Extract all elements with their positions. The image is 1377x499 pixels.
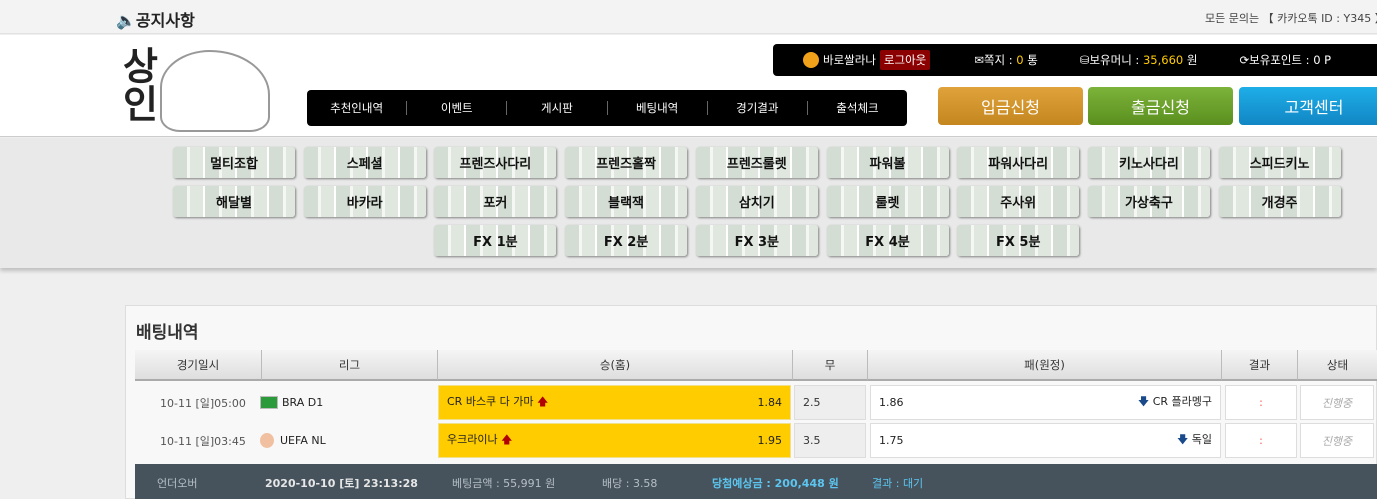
- header-time: 경기일시: [135, 350, 262, 381]
- logo-merchant-illustration: [160, 50, 270, 132]
- match-time: 10-11 [일]05:00: [160, 396, 246, 410]
- nav-referral[interactable]: 추천인내역: [330, 101, 384, 115]
- bet-type: 언더오버: [157, 477, 198, 490]
- points-info: ⟳보유포인트 : 0 P: [1239, 53, 1332, 67]
- game-tile[interactable]: 프렌즈룰렛: [695, 147, 818, 178]
- notice-link[interactable]: 🔈공지사항: [116, 11, 195, 30]
- game-tile[interactable]: FX 1분: [434, 225, 557, 256]
- user-info: 바로쌀라나: [803, 52, 876, 68]
- game-tile[interactable]: 룰렛: [826, 186, 949, 217]
- game-tile[interactable]: 멀티조합: [173, 147, 295, 178]
- nav-bet-history[interactable]: 베팅내역: [635, 101, 679, 115]
- game-tile[interactable]: 바카라: [303, 186, 426, 217]
- arrow-down-icon: 🡇: [1176, 433, 1189, 446]
- header-league: 리그: [262, 350, 438, 381]
- game-tile[interactable]: 스피드키노: [1218, 147, 1341, 178]
- nav-board[interactable]: 게시판: [541, 101, 573, 115]
- coins-icon: ⛁: [1079, 53, 1090, 67]
- logout-button[interactable]: 로그아웃: [879, 50, 931, 70]
- support-button[interactable]: 고객센터: [1239, 87, 1377, 125]
- header-home: 승(홈): [438, 350, 793, 381]
- game-tile[interactable]: 삼치기: [695, 186, 818, 217]
- uefa-trophy-icon: [260, 433, 274, 448]
- deposit-button[interactable]: 입금신청: [938, 87, 1083, 125]
- messages-link[interactable]: ✉쪽지 : 0 통: [974, 53, 1038, 67]
- contact-info: 모든 문의는 【 카카오톡 ID : Y345 】: [1205, 12, 1377, 25]
- brazil-flag-icon: [260, 396, 278, 409]
- game-tile[interactable]: 포커: [434, 186, 557, 217]
- nav-attendance[interactable]: 출석체크: [836, 101, 879, 115]
- draw-odds-button[interactable]: 2.5: [794, 385, 866, 420]
- bet-amount: 베팅금액 : 55,991 원: [452, 477, 556, 490]
- header-result: 결과: [1222, 350, 1298, 381]
- expected-win: 당첨예상금 : 200,448 원: [712, 477, 839, 490]
- bet-result: 결과 : 대기: [872, 477, 924, 490]
- bet-date: 2020-10-10 [토] 23:13:28: [265, 477, 418, 490]
- draw-odds-button[interactable]: 3.5: [794, 423, 866, 458]
- top-bar: 🔈공지사항 모든 문의는 【 카카오톡 ID : Y345 】: [0, 0, 1377, 34]
- home-odds-button[interactable]: 우크라이나 🡅 1.95: [438, 423, 791, 458]
- nav-results[interactable]: 경기결과: [736, 101, 779, 115]
- match-time: 10-11 [일]03:45: [160, 434, 246, 448]
- arrow-down-icon: 🡇: [1137, 395, 1150, 408]
- game-tile[interactable]: 블랙잭: [565, 186, 688, 217]
- game-tile[interactable]: 파워사다리: [957, 147, 1080, 178]
- money-info: ⛁보유머니 : 35,660 원: [1079, 53, 1198, 67]
- game-tile[interactable]: FX 2분: [565, 225, 688, 256]
- game-tile[interactable]: 파워볼: [826, 147, 949, 178]
- game-tile[interactable]: 프렌즈사다리: [434, 147, 557, 178]
- game-tile[interactable]: 해달별: [173, 186, 295, 217]
- header-status: 상태: [1298, 350, 1377, 381]
- envelope-icon: ✉: [974, 53, 984, 67]
- bet-odds: 배당 : 3.58: [602, 477, 658, 490]
- away-odds-button[interactable]: 1.75 🡇 독일: [870, 423, 1221, 458]
- withdraw-button[interactable]: 출금신청: [1088, 87, 1233, 125]
- league: BRA D1: [260, 385, 323, 420]
- main-nav: 추천인내역 이벤트 게시판 베팅내역 경기결과 출석체크: [307, 90, 907, 126]
- away-odds-button[interactable]: 1.86 🡇 CR 플라멩구: [870, 385, 1221, 420]
- arrow-up-icon: 🡅: [537, 395, 549, 408]
- status-badge: 진행중: [1300, 423, 1374, 458]
- nav-event[interactable]: 이벤트: [440, 101, 473, 115]
- game-tile[interactable]: 스페셜: [303, 147, 426, 178]
- header-away: 패(원정): [868, 350, 1222, 381]
- section-title: 배팅내역: [136, 323, 199, 343]
- game-tile[interactable]: 키노사다리: [1087, 147, 1210, 178]
- game-tile[interactable]: 개경주: [1218, 186, 1341, 217]
- header-draw: 무: [793, 350, 868, 381]
- logo[interactable]: 상인: [115, 46, 159, 122]
- result-score: :: [1225, 423, 1297, 458]
- game-tile[interactable]: 주사위: [957, 186, 1080, 217]
- level-badge-icon: [803, 52, 819, 68]
- game-tile[interactable]: 프렌즈홀짝: [565, 147, 688, 178]
- game-tile[interactable]: FX 5분: [957, 225, 1080, 256]
- game-tile[interactable]: FX 4분: [826, 225, 949, 256]
- home-odds-button[interactable]: CR 바스쿠 다 가마 🡅 1.84: [438, 385, 791, 420]
- user-bar: 바로쌀라나 로그아웃 ✉쪽지 : 0 통 ⛁보유머니 : 35,660 원 ⟳보…: [773, 44, 1377, 76]
- league: UEFA NL: [260, 423, 326, 458]
- result-score: :: [1225, 385, 1297, 420]
- arrow-up-icon: 🡅: [501, 433, 513, 446]
- status-badge: 진행중: [1300, 385, 1374, 420]
- game-tile[interactable]: 가상축구: [1087, 186, 1210, 217]
- speaker-icon: 🔈: [116, 11, 136, 30]
- refresh-icon[interactable]: ⟳: [1239, 53, 1250, 67]
- bet-summary-bar: 언더오버 2020-10-10 [토] 23:13:28 베팅금액 : 55,9…: [135, 464, 1377, 499]
- game-tile[interactable]: FX 3분: [695, 225, 818, 256]
